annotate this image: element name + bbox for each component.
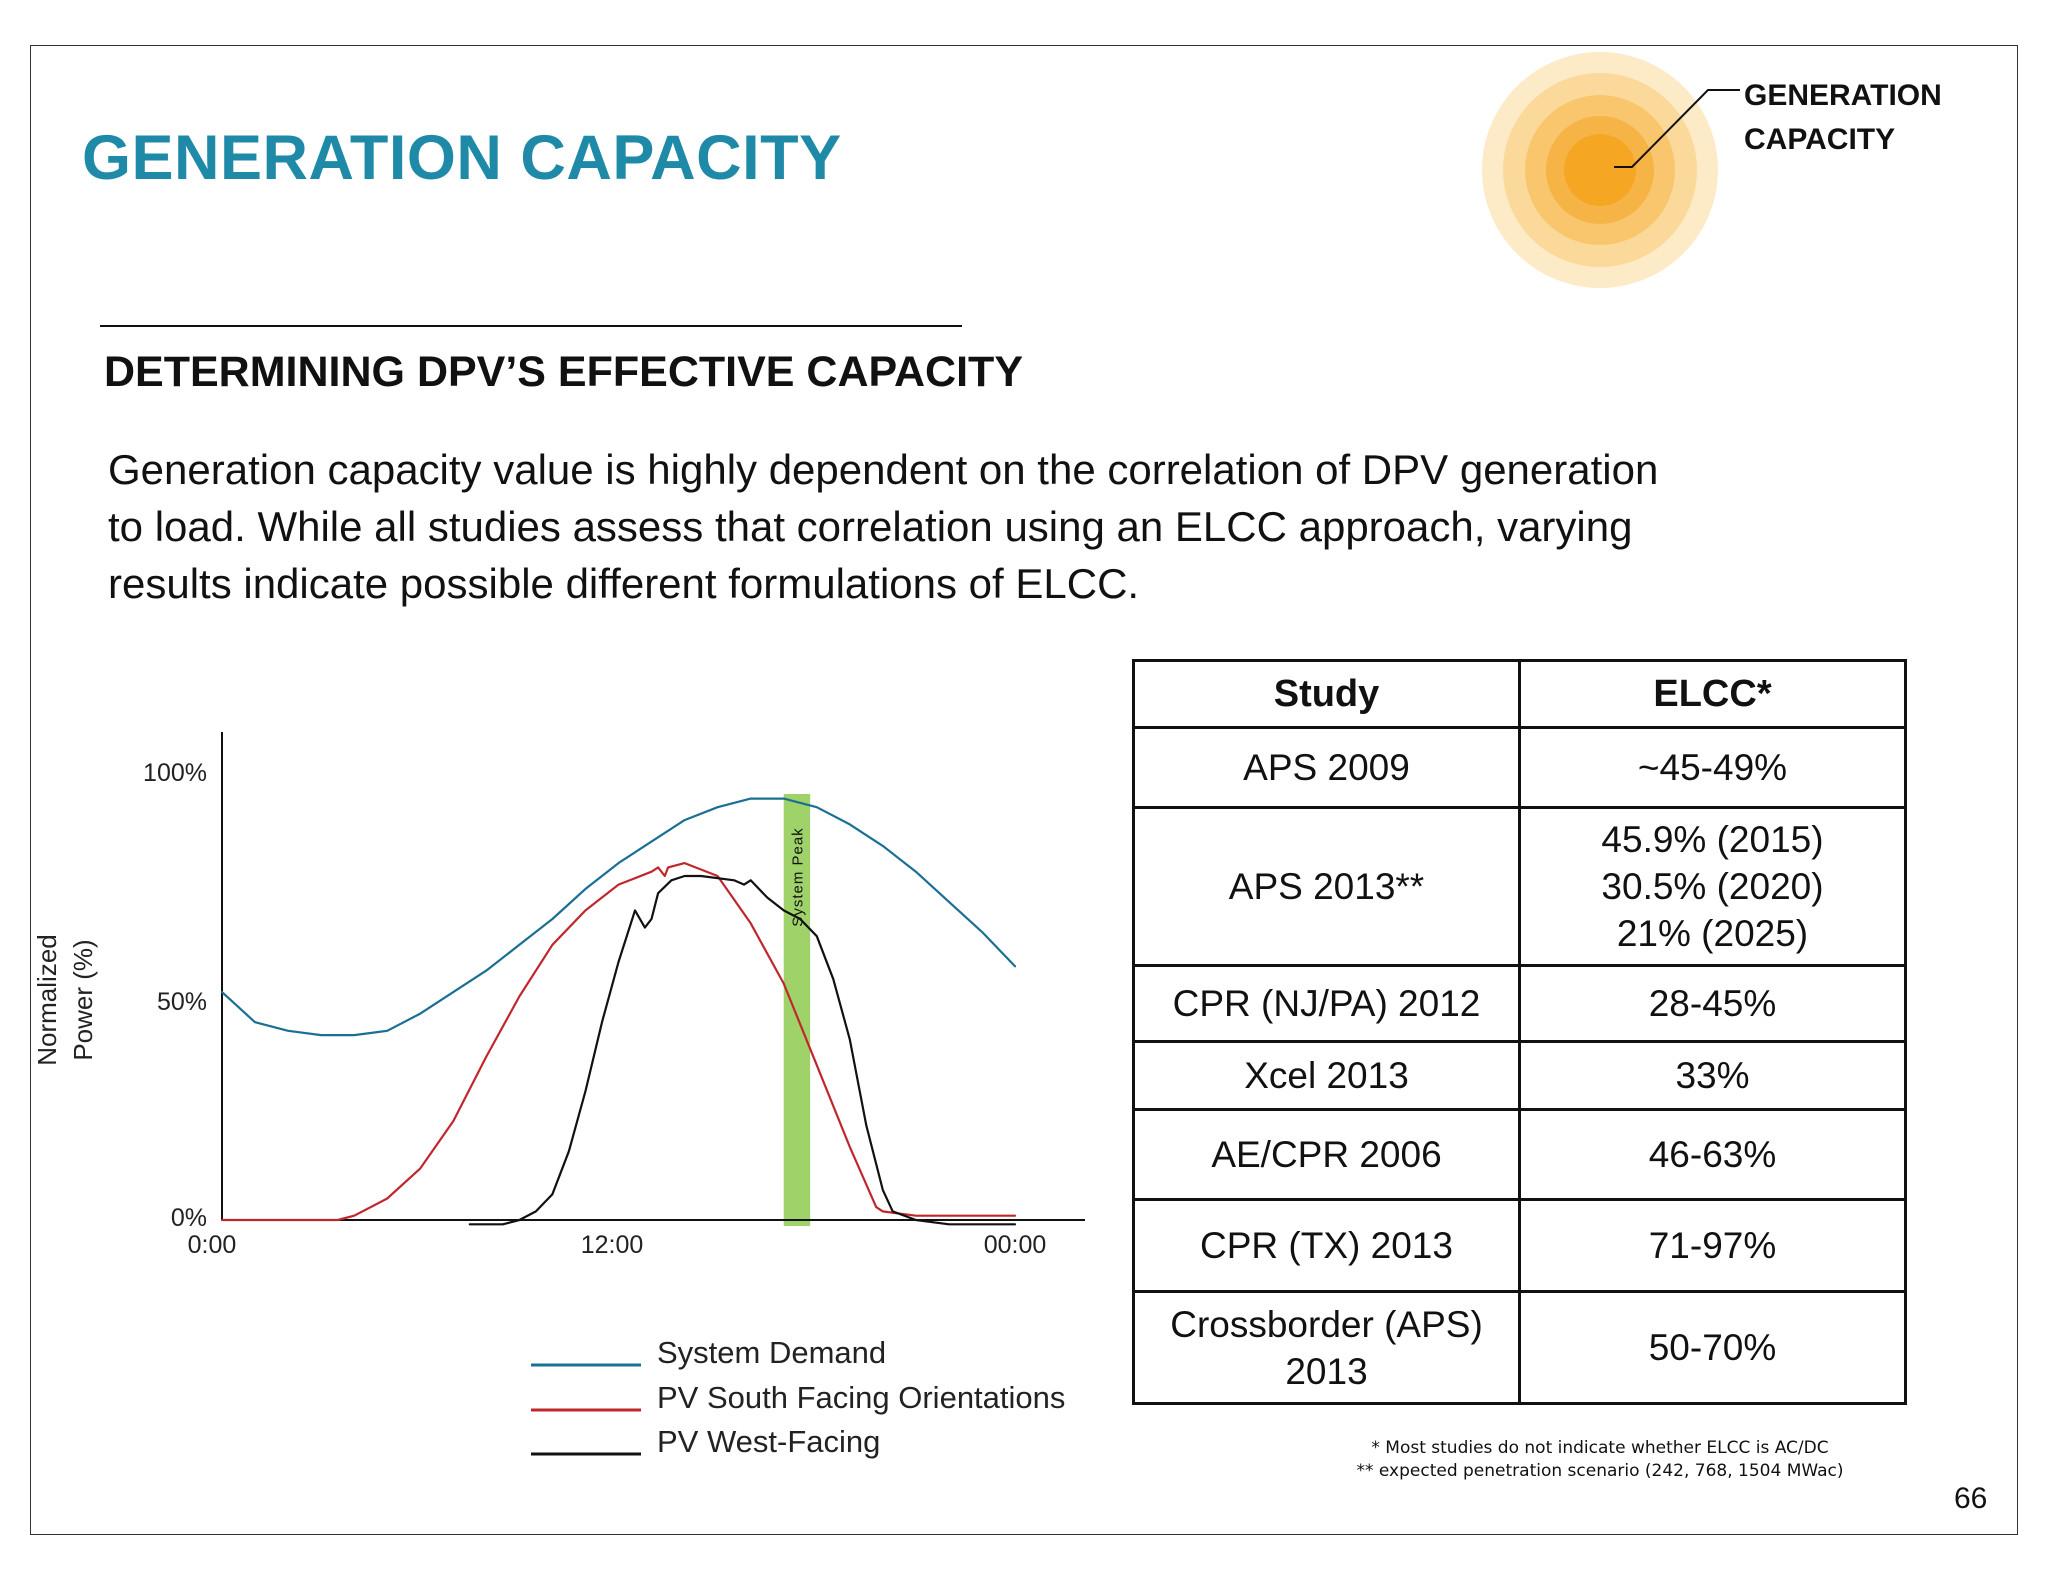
elcc-cell-text: 21% (2025) bbox=[1616, 913, 1809, 954]
elcc-cell-text: 30.5% (2020) bbox=[1601, 866, 1824, 907]
study-cell: CPR (NJ/PA) 2012 bbox=[1132, 964, 1521, 1043]
study-cell-text: 2013 bbox=[1285, 1350, 1368, 1392]
table-header-study: Study bbox=[1132, 659, 1521, 729]
body-line: results indicate possible different form… bbox=[108, 560, 1140, 607]
table-row: Crossborder (APS) 2013 50-70% bbox=[1132, 1290, 1907, 1405]
series-line-2 bbox=[468, 874, 1017, 1226]
legend-label: PV South Facing Orientations bbox=[657, 1380, 1065, 1415]
table-header-row: Study ELCC* bbox=[1132, 659, 1907, 729]
elcc-cell: 50-70% bbox=[1518, 1290, 1907, 1405]
elcc-cell-text: 45.9% (2015) bbox=[1601, 819, 1824, 860]
study-cell: Crossborder (APS) 2013 bbox=[1132, 1290, 1521, 1405]
body-line: to load. While all studies assess that c… bbox=[108, 503, 1633, 550]
body-line: Generation capacity value is highly depe… bbox=[108, 446, 1659, 493]
table-header-elcc: ELCC* bbox=[1518, 659, 1907, 729]
slide-frame bbox=[30, 45, 2018, 1535]
x-tick-label: 12:00 bbox=[581, 1231, 644, 1259]
legend-label: PV West-Facing bbox=[657, 1424, 880, 1459]
body-paragraph: Generation capacity value is highly depe… bbox=[108, 441, 1908, 612]
sun-badge-icon bbox=[1482, 52, 1720, 288]
elcc-cell: 46-63% bbox=[1518, 1108, 1907, 1201]
study-cell: AE/CPR 2006 bbox=[1132, 1108, 1521, 1201]
study-cell: CPR (TX) 2013 bbox=[1132, 1198, 1521, 1293]
footnote-2: ** expected penetration scenario (242, 7… bbox=[1356, 1461, 1844, 1481]
section-divider bbox=[100, 325, 962, 327]
study-cell: Xcel 2013 bbox=[1132, 1040, 1521, 1111]
elcc-cell: 71-97% bbox=[1518, 1198, 1907, 1293]
series-line-1 bbox=[220, 861, 1017, 1222]
study-cell-text: Crossborder (APS) bbox=[1170, 1303, 1483, 1345]
elcc-cell: ~45-49% bbox=[1518, 726, 1907, 809]
table-row: APS 2013** 45.9% (2015) 30.5% (2020) 21% (2… bbox=[1132, 806, 1907, 967]
y-axis-label: Power (%) bbox=[68, 939, 98, 1060]
elcc-cell: 33% bbox=[1518, 1040, 1907, 1111]
footnote-1: * Most studies do not indicate whether E… bbox=[1371, 1438, 1829, 1458]
x-tick-label: 00:00 bbox=[984, 1231, 1047, 1259]
y-tick-label: 100% bbox=[143, 759, 207, 787]
legend-label: System Demand bbox=[657, 1335, 886, 1370]
elcc-cell-text: 33% bbox=[1675, 1055, 1750, 1096]
table-row: CPR (TX) 2013 71-97% bbox=[1132, 1198, 1907, 1293]
section-subtitle: DETERMINING DPV’S EFFECTIVE CAPACITY bbox=[104, 348, 1023, 396]
study-cell-text: AE/CPR 2006 bbox=[1211, 1134, 1442, 1175]
table-row: Xcel 2013 33% bbox=[1132, 1040, 1907, 1111]
elcc-cell-text: 71-97% bbox=[1648, 1225, 1777, 1266]
y-tick-label: 50% bbox=[157, 988, 207, 1016]
page-number: 66 bbox=[1954, 1482, 1988, 1515]
slide-title: GENERATION CAPACITY bbox=[82, 123, 842, 193]
badge-label-line2: CAPACITY bbox=[1744, 123, 1896, 156]
study-cell-text: Xcel 2013 bbox=[1244, 1055, 1409, 1096]
elcc-cell-text: 46-63% bbox=[1648, 1134, 1777, 1175]
study-cell-text: APS 2009 bbox=[1243, 747, 1410, 788]
table-row: AE/CPR 2006 46-63% bbox=[1132, 1108, 1907, 1201]
x-tick-label: 0:00 bbox=[188, 1231, 237, 1259]
elcc-cell: 45.9% (2015) 30.5% (2020) 21% (2025) bbox=[1518, 806, 1907, 967]
y-axis-label: Normalized bbox=[32, 934, 62, 1066]
table-footnotes: * Most studies do not indicate whether E… bbox=[1300, 1437, 1900, 1483]
study-cell-text: APS 2013** bbox=[1228, 866, 1425, 907]
sun-leader-line bbox=[1614, 89, 1720, 168]
system-peak-band bbox=[783, 794, 811, 1226]
elcc-table: Study ELCC* APS 2009 ~45-49% APS 2013** 45.… bbox=[1132, 659, 1907, 1405]
study-cell: APS 2009 bbox=[1132, 726, 1521, 809]
series-line-0 bbox=[220, 797, 1017, 1037]
elcc-cell: 28-45% bbox=[1518, 964, 1907, 1043]
sun-core bbox=[1564, 134, 1636, 206]
elcc-cell-text: 50-70% bbox=[1648, 1327, 1777, 1368]
y-tick-label: 0% bbox=[171, 1204, 207, 1232]
study-cell-text: CPR (NJ/PA) 2012 bbox=[1172, 983, 1481, 1024]
badge-label: GENERATION CAPACITY bbox=[1744, 74, 1942, 162]
system-peak-label: System Peak bbox=[790, 827, 807, 926]
badge-label-line1: GENERATION bbox=[1744, 79, 1942, 112]
study-cell-text: CPR (TX) 2013 bbox=[1200, 1225, 1453, 1266]
table-row: CPR (NJ/PA) 2012 28-45% bbox=[1132, 964, 1907, 1043]
table-row: APS 2009 ~45-49% bbox=[1132, 726, 1907, 809]
elcc-cell-text: ~45-49% bbox=[1637, 747, 1788, 788]
elcc-cell-text: 28-45% bbox=[1648, 983, 1777, 1024]
study-cell: APS 2013** bbox=[1132, 806, 1521, 967]
